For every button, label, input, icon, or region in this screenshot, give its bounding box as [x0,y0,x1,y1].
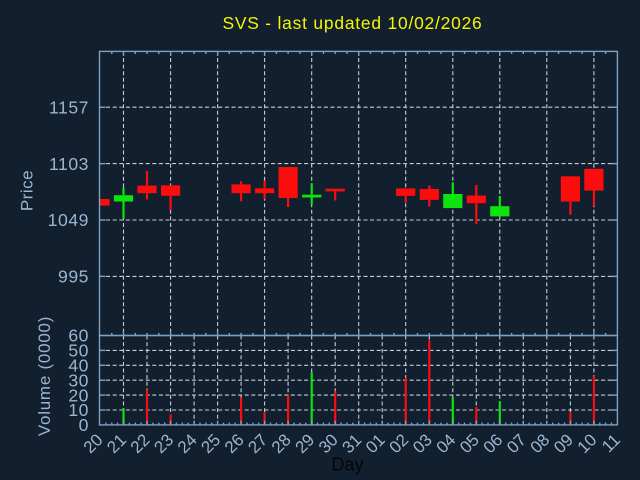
svg-text:Price: Price [18,170,37,211]
svg-text:995: 995 [58,267,89,287]
svg-text:60: 60 [68,326,89,346]
svg-text:1157: 1157 [49,97,89,117]
svg-text:20: 20 [68,385,89,405]
svg-text:Day: Day [331,455,363,475]
svg-text:50: 50 [68,341,89,361]
svg-text:SVS - last updated 10/02/2026: SVS - last updated 10/02/2026 [222,13,482,33]
svg-text:10: 10 [68,400,89,420]
svg-text:30: 30 [68,370,89,390]
svg-text:1049: 1049 [48,210,89,230]
svg-text:40: 40 [68,356,89,376]
svg-text:0: 0 [79,415,89,435]
svg-text:1103: 1103 [49,154,89,174]
svg-text:Volume (0000): Volume (0000) [35,316,54,436]
